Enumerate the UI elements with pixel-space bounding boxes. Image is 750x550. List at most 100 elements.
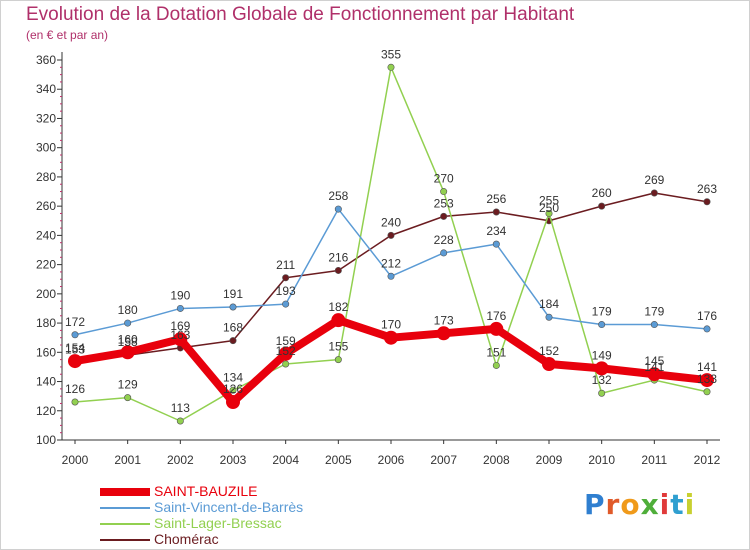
data-label-saint-vincent-de-barres: 180 — [118, 303, 138, 317]
data-label-saint-vincent-de-barres: 172 — [65, 315, 85, 329]
y-tick-label: 180 — [36, 316, 56, 330]
data-label-saint-lager-bressac: 129 — [118, 378, 138, 392]
logo-letter: t — [670, 488, 685, 521]
y-tick-label: 280 — [36, 170, 56, 184]
data-point-saint-bauzile — [384, 330, 398, 345]
logo-letter: i — [659, 488, 671, 521]
data-label-saint-vincent-de-barres: 184 — [539, 297, 559, 311]
data-label-chomerac: 163 — [170, 328, 190, 342]
data-label-saint-lager-bressac: 355 — [381, 47, 401, 61]
logo-letter: i — [684, 488, 696, 521]
data-label-saint-bauzile: 152 — [539, 344, 559, 358]
data-label-saint-bauzile: 182 — [328, 300, 348, 314]
data-label-saint-vincent-de-barres: 179 — [592, 305, 612, 319]
data-point-saint-vincent-de-barres — [440, 249, 448, 257]
x-tick-label: 2011 — [641, 453, 667, 467]
x-tick-label: 2004 — [272, 453, 299, 467]
y-tick-label: 220 — [36, 258, 56, 272]
data-label-saint-vincent-de-barres: 193 — [276, 284, 296, 298]
data-label-saint-bauzile: 154 — [65, 341, 85, 355]
data-point-saint-lager-bressac — [440, 188, 448, 196]
x-tick-label: 2003 — [220, 453, 247, 467]
data-point-saint-bauzile — [68, 354, 82, 369]
legend-swatch-saint-lager — [100, 523, 150, 525]
data-point-saint-vincent-de-barres — [71, 331, 79, 339]
proxiti-logo: Proxiti — [584, 488, 695, 521]
y-tick-label: 300 — [36, 141, 56, 155]
chart-subtitle: (en € et par an) — [26, 28, 109, 42]
legend-item-saint-vincent: Saint-Vincent-de-Barrès — [100, 499, 400, 516]
data-label-saint-lager-bressac: 151 — [486, 345, 506, 359]
x-tick-label: 2007 — [430, 453, 457, 467]
data-point-saint-vincent-de-barres — [703, 325, 711, 333]
data-point-saint-vincent-de-barres — [282, 300, 290, 308]
y-tick-label: 160 — [36, 345, 56, 359]
data-label-saint-bauzile: 159 — [276, 334, 296, 348]
data-label-saint-vincent-de-barres: 191 — [223, 287, 243, 301]
data-point-saint-vincent-de-barres — [492, 240, 500, 248]
x-tick-label: 2001 — [114, 453, 141, 467]
data-label-saint-vincent-de-barres: 190 — [170, 288, 190, 302]
data-label-chomerac: 216 — [328, 250, 348, 264]
data-label-saint-bauzile: 160 — [118, 332, 138, 346]
x-tick-label: 2012 — [694, 453, 721, 467]
data-point-saint-vincent-de-barres — [598, 321, 606, 329]
data-label-saint-bauzile: 141 — [697, 360, 717, 374]
data-label-chomerac: 153 — [65, 343, 85, 357]
data-label-saint-lager-bressac: 255 — [539, 193, 559, 207]
legend-swatch-saint-bauzile — [100, 488, 150, 496]
data-label-saint-lager-bressac: 270 — [434, 172, 454, 186]
logo-letter: x — [640, 488, 660, 521]
x-tick-label: 2009 — [536, 453, 563, 467]
y-tick-label: 140 — [36, 375, 56, 389]
data-label-chomerac: 253 — [434, 196, 454, 210]
y-tick-label: 120 — [36, 404, 56, 418]
data-label-saint-lager-bressac: 134 — [223, 370, 243, 384]
data-label-chomerac: 269 — [644, 173, 664, 187]
data-point-saint-vincent-de-barres — [176, 304, 184, 312]
data-label-saint-bauzile: 170 — [381, 318, 401, 332]
data-label-saint-bauzile: 145 — [644, 354, 664, 368]
legend-label-saint-bauzile: SAINT-BAUZILE — [154, 483, 258, 499]
data-point-saint-vincent-de-barres — [650, 321, 658, 329]
data-label-chomerac: 256 — [486, 192, 506, 206]
legend-item-chomerac: Chomérac — [100, 531, 400, 548]
chart-title: Evolution de la Dotation Globale de Fonc… — [26, 4, 575, 25]
data-label-saint-lager-bressac: 126 — [65, 382, 85, 396]
data-label-saint-bauzile: 126 — [223, 382, 243, 396]
data-point-saint-bauzile — [331, 313, 346, 328]
data-label-saint-vincent-de-barres: 258 — [328, 189, 348, 203]
data-label-chomerac: 158 — [118, 335, 138, 349]
data-point-saint-lager-bressac — [334, 356, 342, 364]
data-point-saint-lager-bressac — [71, 398, 79, 406]
y-tick-label: 340 — [36, 82, 56, 96]
data-label-chomerac: 240 — [381, 215, 401, 229]
data-label-saint-lager-bressac: 113 — [171, 401, 190, 415]
data-point-saint-lager-bressac — [703, 388, 711, 396]
data-point-chomerac — [229, 337, 237, 345]
data-point-saint-bauzile — [700, 373, 714, 388]
data-point-saint-vincent-de-barres — [124, 319, 132, 327]
data-label-saint-vincent-de-barres: 234 — [486, 224, 506, 238]
data-point-saint-bauzile — [436, 326, 451, 341]
data-point-saint-vincent-de-barres — [334, 205, 342, 213]
data-label-saint-bauzile: 176 — [486, 309, 506, 323]
x-tick-label: 2006 — [378, 453, 405, 467]
data-point-saint-lager-bressac — [598, 389, 606, 397]
data-label-saint-lager-bressac: 155 — [328, 340, 348, 354]
data-label-saint-bauzile: 149 — [592, 348, 612, 362]
data-point-saint-lager-bressac — [124, 394, 132, 402]
data-point-saint-bauzile — [226, 395, 240, 409]
data-label-saint-vincent-de-barres: 228 — [434, 233, 454, 247]
legend-item-saint-bauzile: SAINT-BAUZILE — [100, 483, 400, 500]
data-label-saint-lager-bressac: 133 — [697, 372, 717, 386]
data-point-saint-bauzile — [120, 345, 135, 360]
legend-label-saint-lager: Saint-Lager-Bressac — [154, 515, 282, 531]
data-point-saint-vincent-de-barres — [545, 313, 553, 321]
y-tick-label: 360 — [36, 53, 56, 67]
data-label-saint-lager-bressac: 152 — [276, 344, 296, 358]
y-tick-label: 320 — [36, 111, 56, 125]
logo-letter: r — [605, 488, 621, 521]
